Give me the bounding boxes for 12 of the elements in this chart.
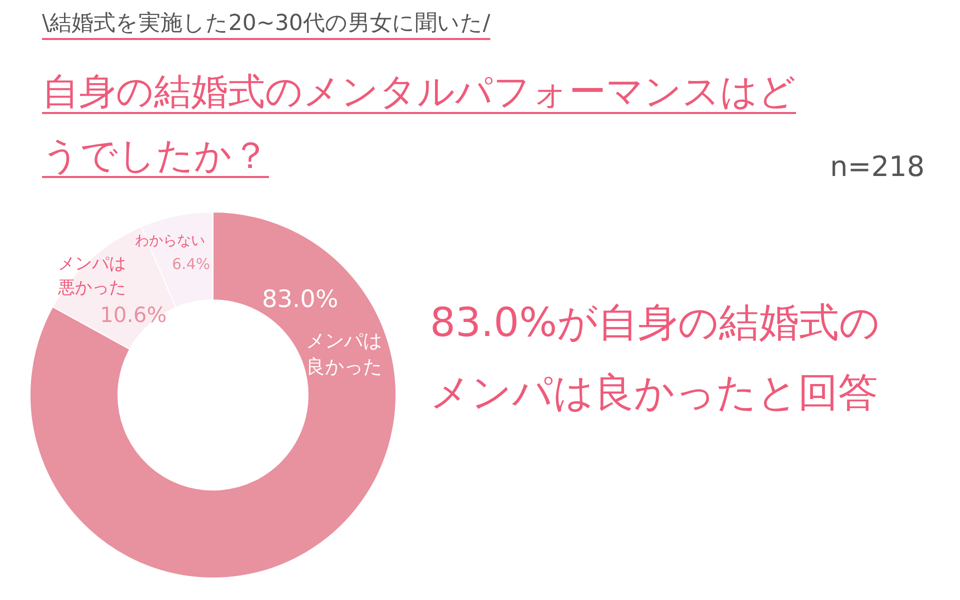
data-label: 83.0% — [262, 285, 338, 313]
donut-slice — [30, 212, 396, 578]
data-label: 10.6% — [100, 303, 167, 327]
slice-label: わからない — [135, 232, 206, 250]
slice-label: メンパは良かった — [306, 329, 383, 380]
data-label: 6.4% — [172, 255, 210, 273]
chart-title: 自身の結婚式のメンタルパフォーマンスはどうでしたか？ — [42, 69, 797, 179]
text: n=218 — [830, 150, 925, 183]
slice-label: メンパは悪かった — [58, 253, 127, 300]
chart-subtitle: \結婚式を実施した20~30代の男女に聞いた/ — [42, 10, 490, 38]
text: 83.0%が自身の結婚式の — [430, 299, 880, 348]
text: メンパは良かったと回答 — [430, 369, 878, 418]
